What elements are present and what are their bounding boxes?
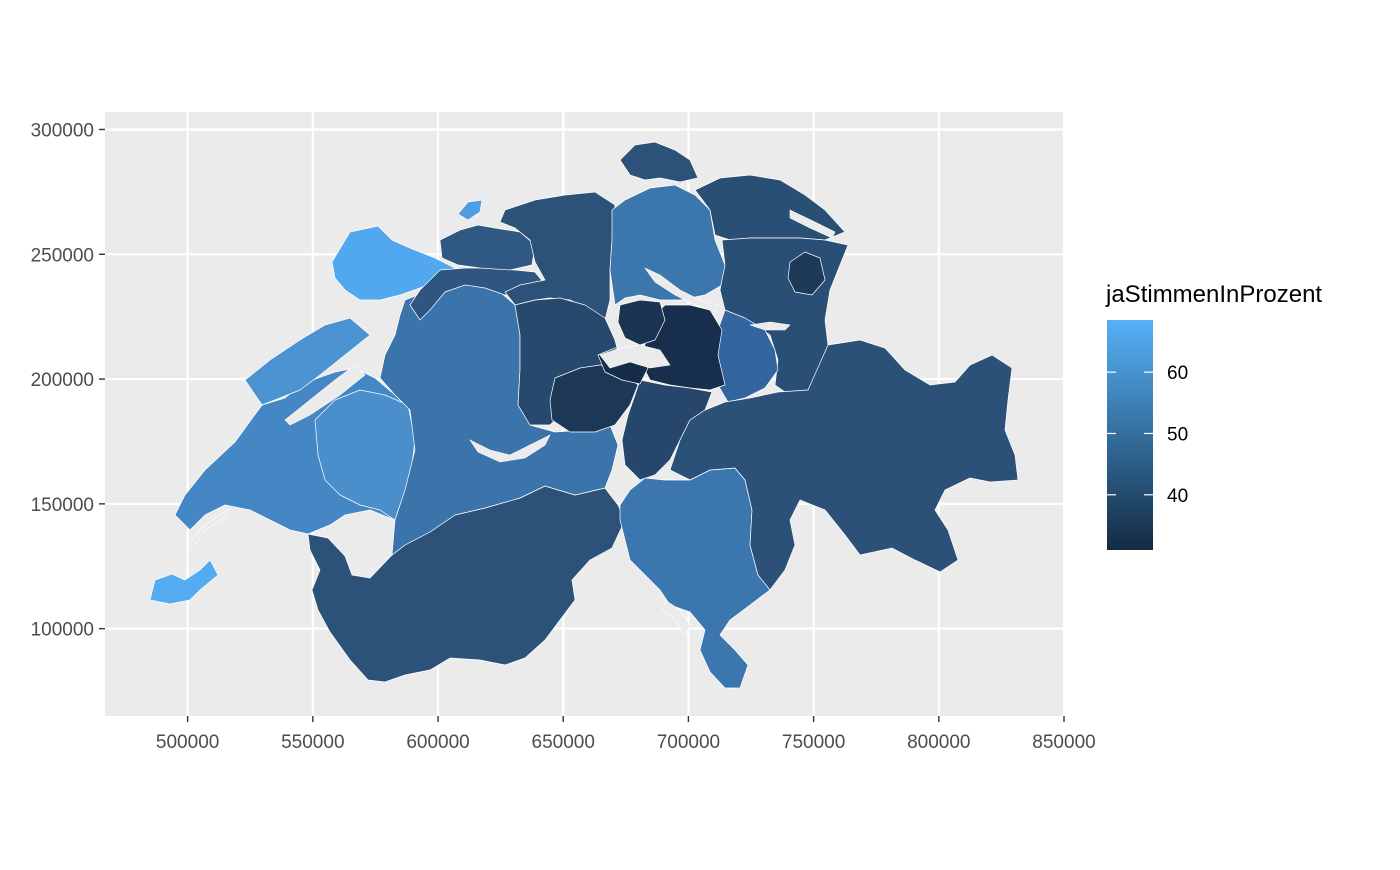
canton-graubuenden bbox=[669, 339, 1019, 591]
x-tick-label: 700000 bbox=[657, 732, 720, 753]
x-tick-label: 650000 bbox=[532, 732, 595, 753]
y-tick-label: 150000 bbox=[31, 495, 94, 516]
x-tick-label: 550000 bbox=[281, 732, 344, 753]
lake-walen bbox=[749, 321, 791, 331]
legend-title: jaStimmenInProzent bbox=[1105, 281, 1322, 308]
x-tick-label: 750000 bbox=[782, 732, 845, 753]
canton-zurich bbox=[609, 184, 726, 306]
legend-label: 60 bbox=[1167, 363, 1188, 384]
y-tick-label: 300000 bbox=[31, 120, 94, 141]
legend: jaStimmenInProzent 60 50 40 bbox=[1105, 281, 1322, 550]
y-axis: 100000 150000 200000 250000 300000 bbox=[31, 120, 105, 641]
canton-schaffhausen bbox=[619, 141, 699, 183]
legend-label: 40 bbox=[1167, 486, 1188, 507]
x-tick-label: 600000 bbox=[406, 732, 469, 753]
x-tick-label: 800000 bbox=[907, 732, 970, 753]
canton-obwalden bbox=[549, 364, 639, 433]
canton-zug bbox=[617, 299, 666, 346]
legend-ticks: 60 50 40 bbox=[1107, 363, 1188, 507]
canton-neuchatel bbox=[244, 317, 371, 406]
canton-uri bbox=[621, 379, 713, 481]
y-tick-label: 250000 bbox=[31, 245, 94, 266]
y-tick-label: 100000 bbox=[31, 620, 94, 641]
legend-label: 50 bbox=[1167, 424, 1188, 445]
x-axis: 500000 550000 600000 650000 700000 750000 8000… bbox=[156, 716, 1096, 753]
x-tick-label: 500000 bbox=[156, 732, 219, 753]
y-tick-label: 200000 bbox=[31, 370, 94, 391]
canton-appenzell bbox=[787, 251, 826, 296]
canton-basel-stadt bbox=[457, 199, 483, 221]
lake-lucerne bbox=[599, 344, 671, 369]
lake-constance bbox=[789, 209, 836, 239]
x-tick-label: 850000 bbox=[1032, 732, 1095, 753]
lake-thun bbox=[469, 434, 551, 463]
canton-geneva bbox=[149, 559, 219, 605]
lake-neuchatel bbox=[284, 364, 366, 426]
lake-zurich bbox=[644, 267, 719, 313]
lake-maggiore bbox=[662, 599, 691, 636]
lake-geneva bbox=[187, 507, 231, 546]
legend-colorbar bbox=[1107, 320, 1153, 550]
switzerland-map bbox=[149, 141, 1019, 689]
